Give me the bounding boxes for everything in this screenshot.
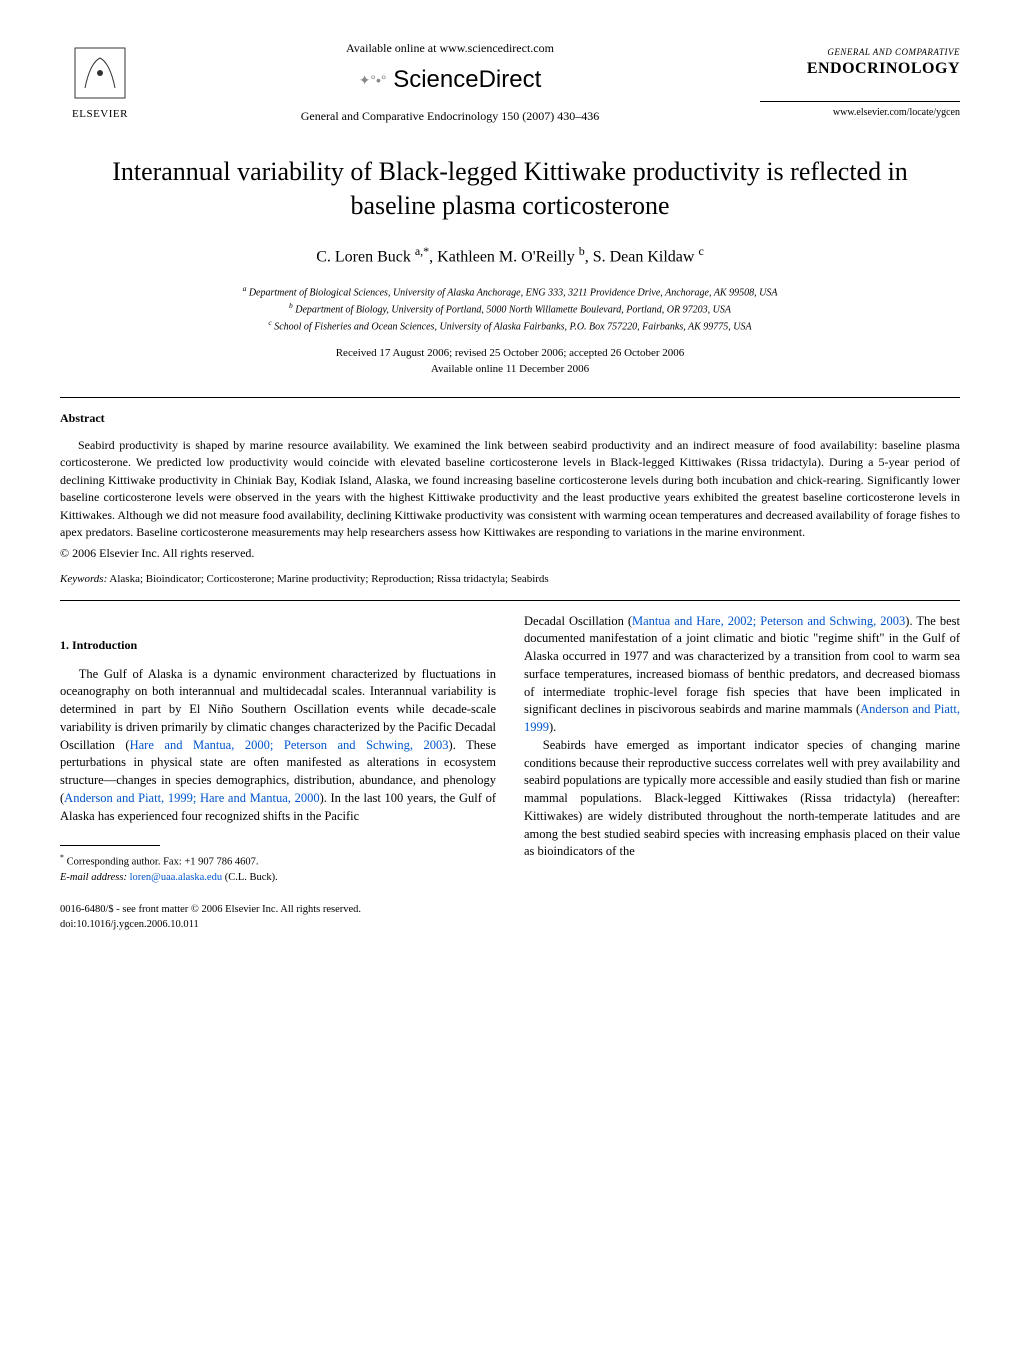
affiliation-b: b Department of Biology, University of P… <box>60 300 960 317</box>
body-columns: 1. Introduction The Gulf of Alaska is a … <box>60 613 960 933</box>
available-online-text: Available online at www.sciencedirect.co… <box>140 40 760 57</box>
keywords-label: Keywords: <box>60 573 107 585</box>
center-header: Available online at www.sciencedirect.co… <box>140 40 760 125</box>
corresponding-line: * Corresponding author. Fax: +1 907 786 … <box>60 852 496 870</box>
citation-link[interactable]: Mantua and Hare, 2002; Peterson and Schw… <box>632 614 905 628</box>
intro-paragraph-2: Seabirds have emerged as important indic… <box>524 737 960 861</box>
left-column: 1. Introduction The Gulf of Alaska is a … <box>60 613 496 933</box>
page-header: ELSEVIER Available online at www.science… <box>60 40 960 125</box>
publication-info: 0016-6480/$ - see front matter © 2006 El… <box>60 903 496 933</box>
intro-paragraph-1-cont: Decadal Oscillation (Mantua and Hare, 20… <box>524 613 960 737</box>
abstract-heading: Abstract <box>60 410 960 427</box>
issn-line: 0016-6480/$ - see front matter © 2006 El… <box>60 903 496 918</box>
doi-line: doi:10.1016/j.ygcen.2006.10.011 <box>60 918 496 933</box>
divider <box>60 397 960 398</box>
affiliation-c: c School of Fisheries and Ocean Sciences… <box>60 317 960 334</box>
footnote-divider <box>60 845 160 846</box>
abstract-copyright: © 2006 Elsevier Inc. All rights reserved… <box>60 545 960 562</box>
sciencedirect-logo: ✦°•° ScienceDirect <box>140 63 760 97</box>
email-link[interactable]: loren@uaa.alaska.edu <box>130 872 222 883</box>
right-column: Decadal Oscillation (Mantua and Hare, 20… <box>524 613 960 933</box>
journal-name-prefix: GENERAL AND COMPARATIVE <box>760 46 960 59</box>
article-title: Interannual variability of Black-legged … <box>80 155 940 223</box>
sciencedirect-dots-icon: ✦°•° <box>359 72 387 88</box>
journal-name-main: ENDOCRINOLOGY <box>760 58 960 80</box>
elsevier-logo: ELSEVIER <box>60 43 140 122</box>
affiliations: a Department of Biological Sciences, Uni… <box>60 283 960 335</box>
article-dates: Received 17 August 2006; revised 25 Octo… <box>60 346 960 377</box>
journal-reference: General and Comparative Endocrinology 15… <box>140 108 760 125</box>
email-line: E-mail address: loren@uaa.alaska.edu (C.… <box>60 871 496 886</box>
journal-url: www.elsevier.com/locate/ygcen <box>760 101 960 120</box>
sciencedirect-text: ScienceDirect <box>393 66 541 93</box>
corresponding-author-footnote: * Corresponding author. Fax: +1 907 786 … <box>60 852 496 885</box>
received-date: Received 17 August 2006; revised 25 Octo… <box>60 346 960 361</box>
citation-link[interactable]: Anderson and Piatt, 1999; Hare and Mantu… <box>64 791 319 805</box>
citation-link[interactable]: Hare and Mantua, 2000; Peterson and Schw… <box>130 738 449 752</box>
divider <box>60 600 960 601</box>
intro-heading: 1. Introduction <box>60 637 496 654</box>
intro-paragraph-1: The Gulf of Alaska is a dynamic environm… <box>60 666 496 826</box>
elsevier-text: ELSEVIER <box>60 107 140 122</box>
online-date: Available online 11 December 2006 <box>60 362 960 377</box>
abstract-text: Seabird productivity is shaped by marine… <box>60 437 960 541</box>
right-header: GENERAL AND COMPARATIVE ENDOCRINOLOGY ww… <box>760 46 960 120</box>
authors-list: C. Loren Buck a,*, Kathleen M. O'Reilly … <box>60 243 960 269</box>
affiliation-a: a Department of Biological Sciences, Uni… <box>60 283 960 300</box>
keywords-text: Alaska; Bioindicator; Corticosterone; Ma… <box>107 573 548 585</box>
keywords: Keywords: Alaska; Bioindicator; Corticos… <box>60 572 960 587</box>
